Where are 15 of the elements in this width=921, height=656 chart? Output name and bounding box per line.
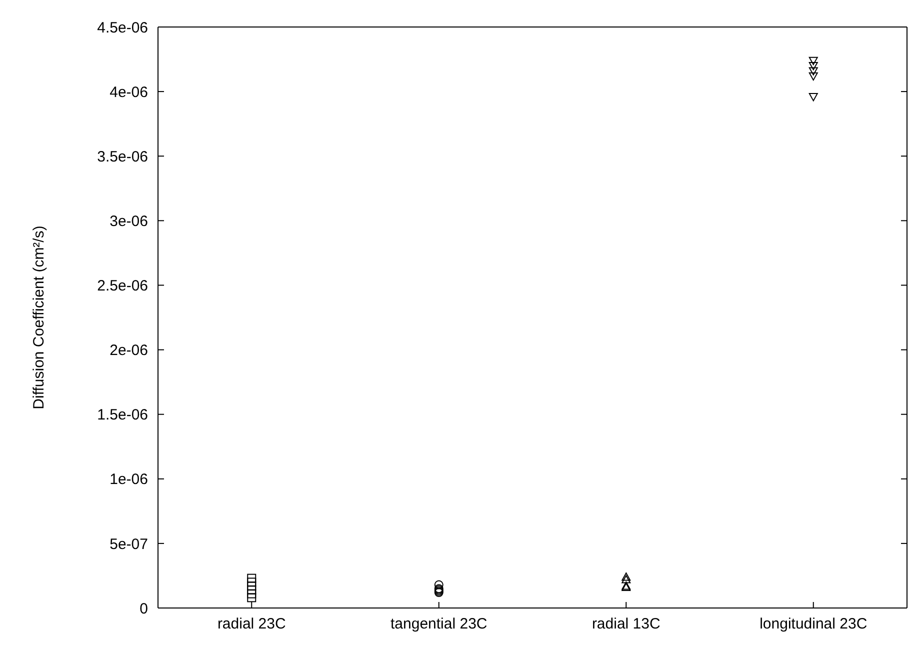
x-tick-label: radial 23C	[217, 616, 286, 633]
y-tick-label: 1.5e-06	[97, 406, 148, 424]
y-tick-label: 2.5e-06	[97, 278, 148, 295]
x-tick-label: longitudinal 23C	[760, 616, 868, 633]
y-tick-label: 1e-06	[110, 471, 148, 488]
y-tick-label: 3e-06	[110, 212, 148, 230]
x-tick-label: radial 13C	[592, 616, 660, 633]
y-tick-label: 4.5e-06	[97, 19, 148, 36]
x-tick-label: tangential 23C	[390, 616, 488, 633]
y-tick-label: 0	[140, 600, 148, 618]
y-tick-label: 4e-06	[110, 84, 148, 101]
y-tick-label: 3.5e-06	[97, 148, 148, 166]
y-tick-label: 2e-06	[110, 342, 148, 360]
y-tick-label: 5e-07	[110, 536, 148, 553]
y-axis-title: Diffusion Coefficient (cm²/s)	[30, 226, 48, 410]
